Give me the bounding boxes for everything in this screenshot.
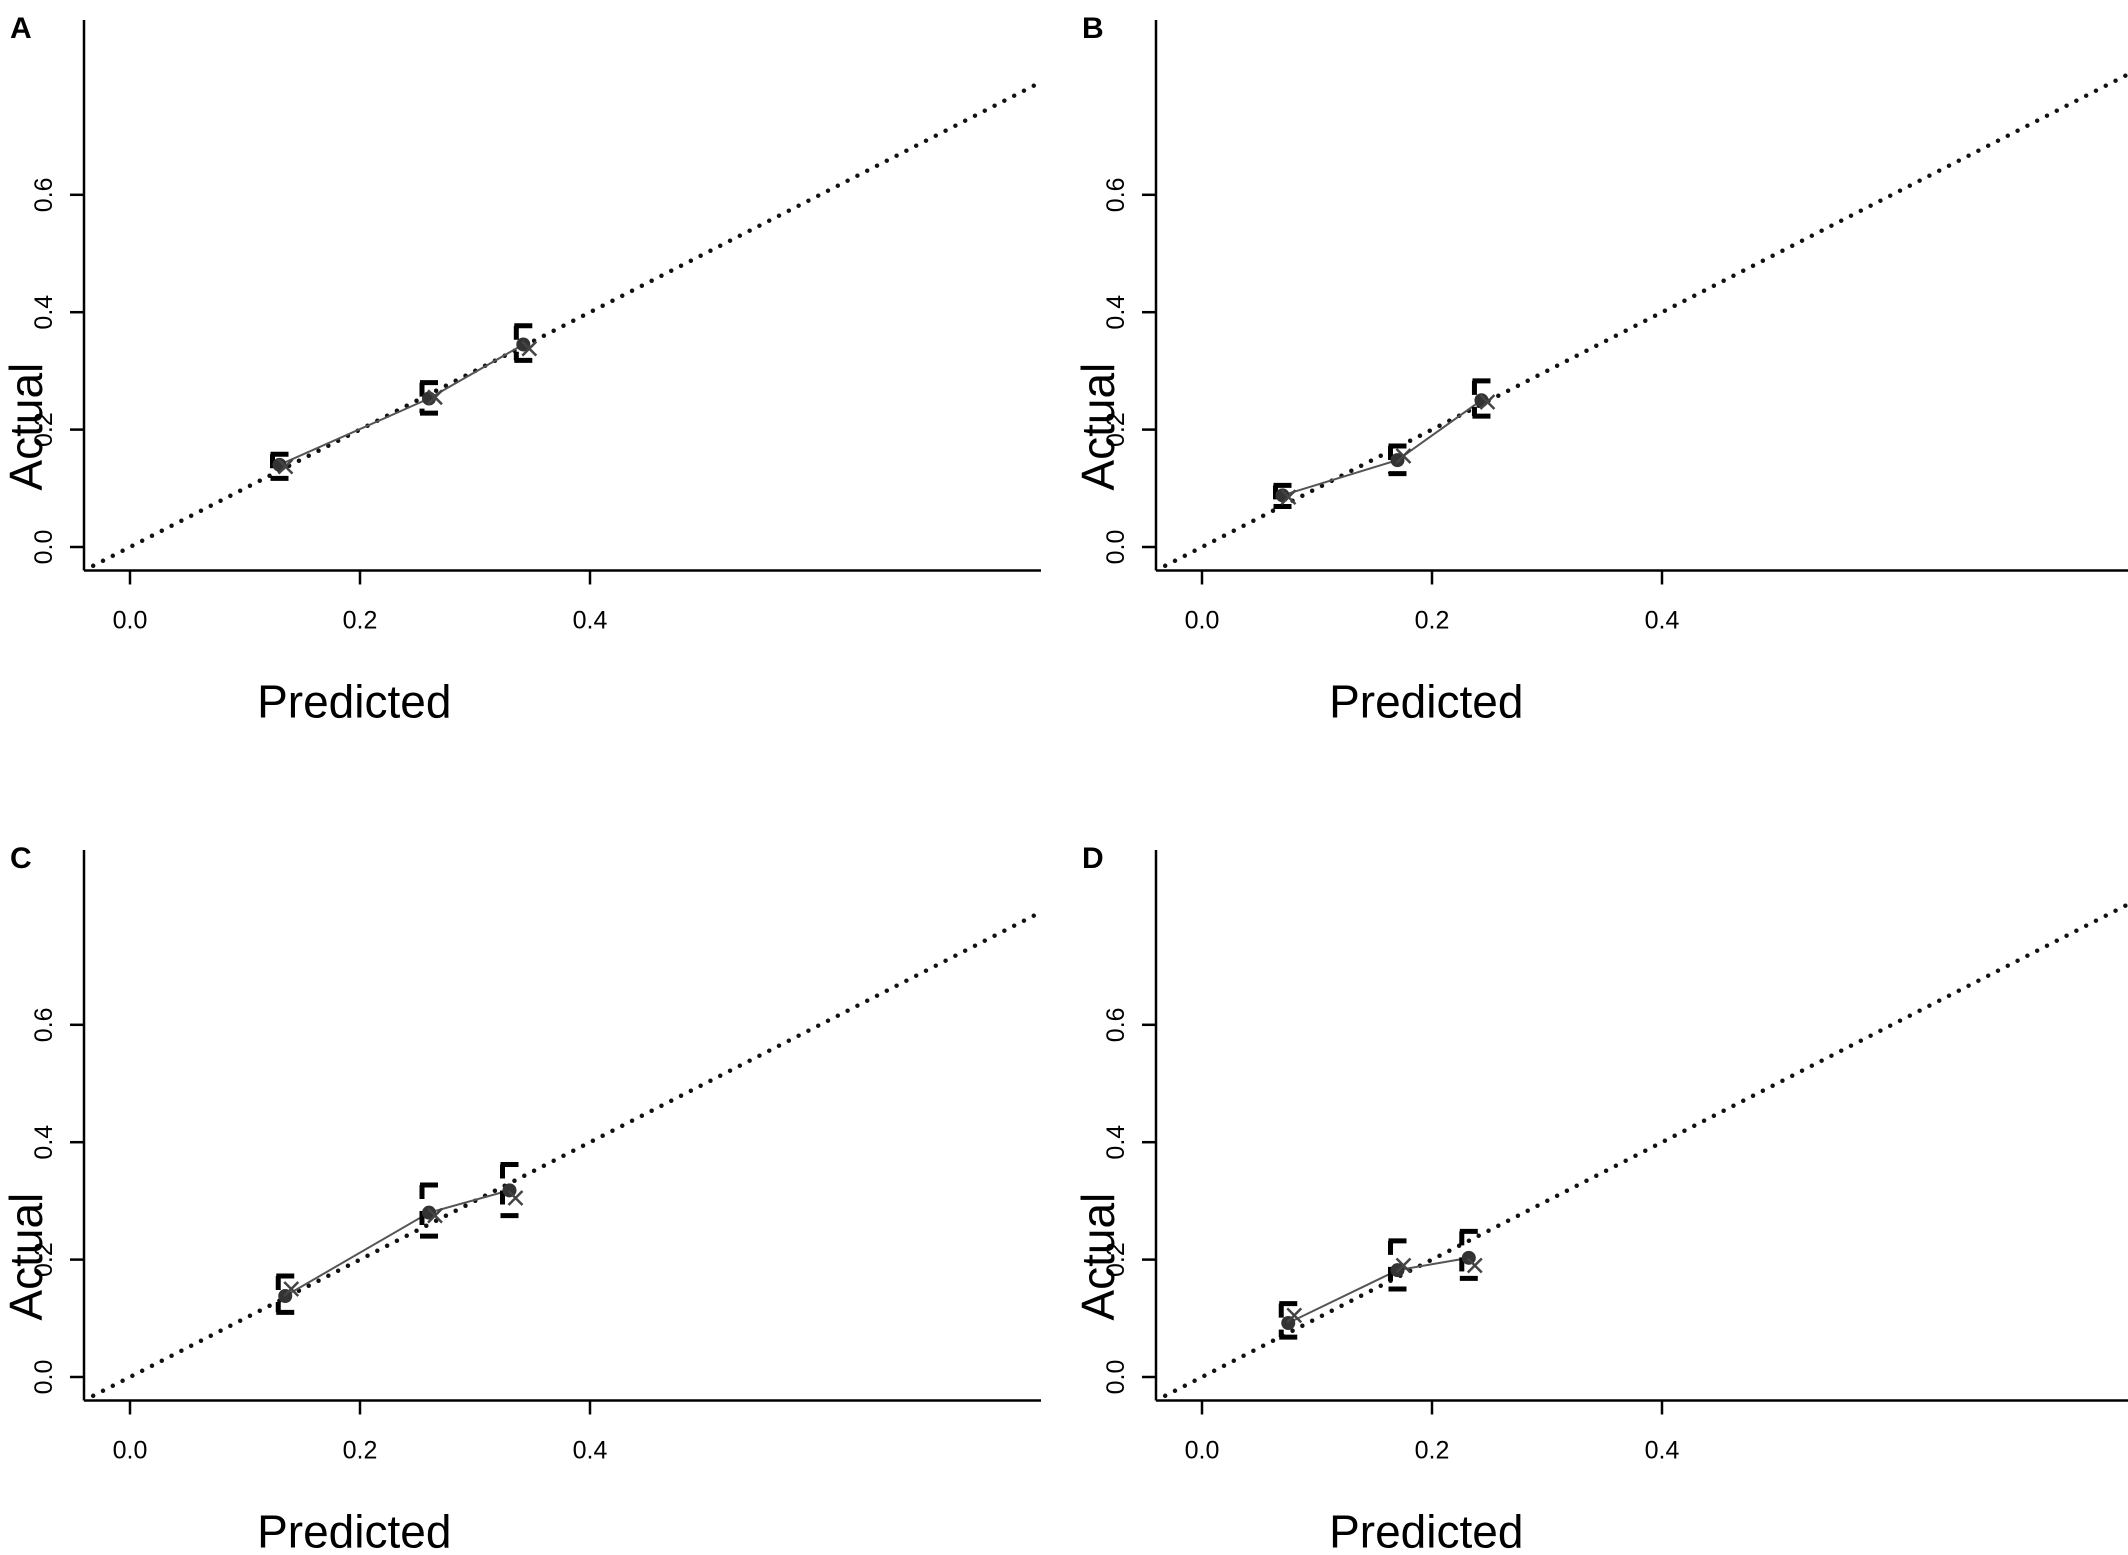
y-tick-label: 0.4 — [30, 1125, 58, 1160]
y-tick-label: 0.0 — [30, 1360, 58, 1395]
error-bar — [1471, 378, 1491, 419]
reference-diagonal — [90, 909, 1044, 1399]
x-axis-title: Predicted — [257, 675, 451, 727]
error-bar — [1273, 482, 1292, 509]
error-bar — [1388, 1238, 1407, 1292]
panel-label: C — [10, 842, 32, 875]
reference-diagonal — [90, 79, 1044, 569]
panel-label: D — [1082, 842, 1104, 875]
y-tick-label: 0.2 — [1102, 1242, 1130, 1277]
x-tick-label: 0.0 — [113, 606, 148, 634]
error-bar — [513, 323, 533, 363]
x-axis-title: Predicted — [257, 1505, 451, 1555]
x-marker — [427, 389, 443, 406]
x-tick-label: 0.2 — [1415, 1436, 1450, 1464]
x-tick-label: 0.4 — [573, 1436, 608, 1464]
y-tick-label: 0.0 — [1102, 530, 1130, 565]
x-marker — [507, 1190, 524, 1206]
y-tick-label: 0.0 — [30, 530, 58, 565]
y-axis-title: Actual — [0, 363, 52, 491]
data-point — [516, 337, 531, 352]
x-tick-label: 0.2 — [343, 606, 378, 634]
y-tick-label: 0.6 — [30, 1007, 58, 1042]
error-bar — [1459, 1228, 1478, 1281]
error-bar — [500, 1162, 519, 1219]
x-axis-title: Predicted — [1329, 675, 1523, 727]
error-bar — [419, 1182, 438, 1239]
panel-c: C 0.0 0.2 0.4 0.0 0.2 0.4 0.6 Predicted Actual — [0, 842, 1044, 1555]
y-tick-label: 0.6 — [1102, 1007, 1130, 1042]
y-tick-label: 0.4 — [1102, 1125, 1130, 1160]
x-tick-label: 0.4 — [1645, 606, 1680, 634]
x-tick-label: 0.2 — [1415, 606, 1450, 634]
x-marker — [277, 458, 294, 475]
x-marker — [1286, 1307, 1303, 1324]
panel-a: A 0.0 0.2 0.4 0.0 0.2 0.4 0.6 Predicted Actual — [0, 12, 1044, 727]
y-tick-label: 0.2 — [1102, 412, 1130, 447]
y-tick-label: 0.2 — [30, 1242, 58, 1277]
calibration-curve — [1287, 1256, 1469, 1324]
x-marker — [1395, 448, 1412, 464]
x-tick-label: 0.4 — [1645, 1436, 1680, 1464]
y-tick-label: 0.4 — [1102, 295, 1130, 330]
y-tick-label: 0.2 — [30, 412, 58, 447]
panel-label: B — [1082, 12, 1104, 45]
reference-diagonal — [1162, 72, 2128, 569]
calibration-curve — [1282, 399, 1483, 497]
panel-label: A — [10, 12, 32, 45]
x-marker — [1280, 489, 1297, 505]
x-tick-label: 0.4 — [573, 606, 608, 634]
panel-b: B 0.0 0.2 0.4 0.0 0.2 0.4 0.6 Predicted Actual — [1072, 12, 2128, 727]
panel-d: D 0.0 0.2 0.4 0.0 0.2 0.4 0.6 Predicted Actual — [1072, 842, 2128, 1555]
x-marker — [1479, 394, 1496, 410]
error-bar — [270, 451, 289, 481]
calibration-curve — [279, 343, 524, 466]
x-marker — [283, 1281, 300, 1297]
y-tick-label: 0.6 — [30, 177, 58, 212]
x-marker — [1466, 1257, 1483, 1274]
x-axis-title: Predicted — [1329, 1505, 1523, 1555]
x-tick-label: 0.2 — [343, 1436, 378, 1464]
error-bar — [419, 380, 438, 416]
error-bar — [1388, 443, 1407, 477]
reference-diagonal — [1162, 902, 2128, 1399]
x-marker — [427, 1207, 443, 1224]
error-bar — [1278, 1301, 1298, 1340]
y-axis-title: Actual — [1072, 1193, 1124, 1321]
data-point — [1390, 453, 1405, 468]
x-tick-label: 0.0 — [1185, 606, 1220, 634]
x-tick-label: 0.0 — [113, 1436, 148, 1464]
x-marker — [521, 340, 538, 357]
y-tick-label: 0.0 — [1102, 1360, 1130, 1395]
y-tick-label: 0.6 — [1102, 177, 1130, 212]
error-bar — [275, 1273, 295, 1315]
x-marker — [1395, 1257, 1412, 1274]
y-axis-title: Actual — [1072, 363, 1124, 491]
y-tick-label: 0.4 — [30, 295, 58, 330]
data-point — [422, 1205, 436, 1220]
x-tick-label: 0.0 — [1185, 1436, 1220, 1464]
y-axis-title: Actual — [0, 1193, 52, 1321]
